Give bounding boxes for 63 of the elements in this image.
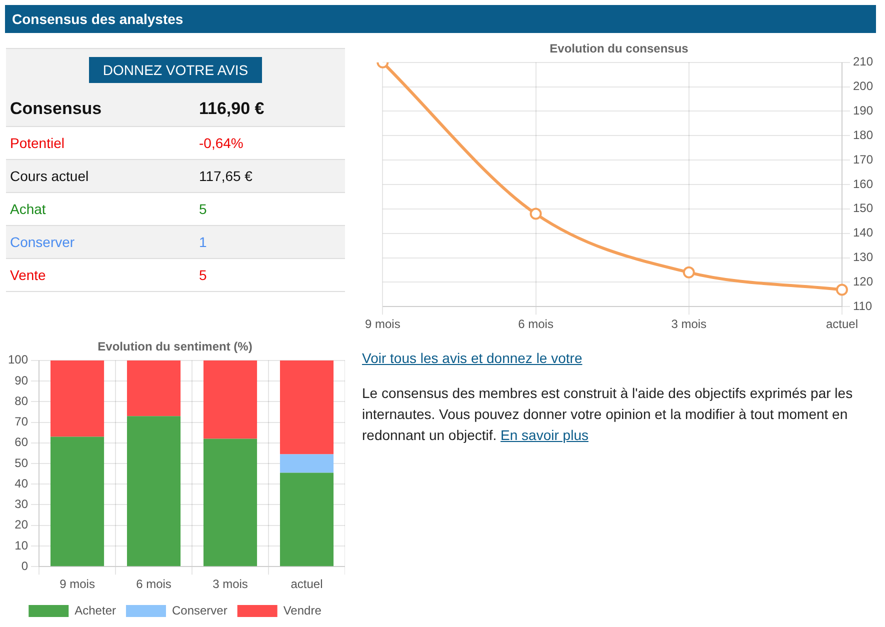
y-tick-label: 140 — [852, 226, 874, 240]
y-tick-label: 40 — [14, 476, 28, 490]
text: -0,64% — [199, 134, 244, 153]
y-tick-label: 80 — [14, 394, 28, 408]
y-tick-label: 70 — [14, 414, 28, 429]
text: Consensus — [10, 98, 103, 120]
text: Conserver — [10, 233, 76, 252]
y-tick-label: 210 — [852, 54, 874, 69]
text: 1 — [199, 233, 207, 252]
legend-label: Conserver — [172, 603, 228, 618]
text: 117,65 € — [199, 167, 252, 186]
chart-title: Evolution du sentiment (%) — [98, 340, 252, 354]
chart-title: Evolution du consensus — [550, 42, 689, 56]
text: En savoir plus — [500, 427, 588, 443]
y-tick-label: 170 — [852, 152, 874, 166]
y-tick-label: 120 — [852, 274, 874, 288]
y-tick-label: 110 — [852, 298, 872, 313]
text: Consensus des analystes — [5, 5, 876, 33]
y-tick-label: 180 — [852, 128, 874, 142]
bar — [280, 454, 334, 473]
x-tick-label: actuel — [290, 577, 323, 592]
y-tick-label: 90 — [14, 373, 28, 388]
bar — [203, 360, 258, 439]
text: 5 — [199, 266, 207, 285]
text: Cours actuel — [10, 167, 90, 186]
point — [836, 284, 848, 296]
y-tick-label: 200 — [852, 79, 874, 94]
x-tick-label: 3 mois — [212, 577, 248, 592]
text: DONNEZ VOTRE AVIS — [88, 57, 262, 83]
text: Voir tous les avis et donnez le votre — [362, 350, 582, 366]
bar — [50, 436, 104, 566]
x-tick-label: 6 mois — [518, 317, 554, 332]
y-tick-label: 30 — [14, 497, 28, 512]
y-tick-label: 130 — [852, 250, 874, 264]
y-tick-label: 150 — [852, 201, 874, 216]
bar — [203, 438, 258, 566]
x-tick-label: 6 mois — [136, 577, 172, 592]
bar — [280, 360, 334, 454]
y-tick-label: 0 — [21, 558, 28, 573]
legend-label: Acheter — [74, 603, 116, 618]
y-tick-label: 20 — [14, 518, 28, 532]
point — [682, 266, 695, 278]
bar — [126, 360, 181, 416]
text: Achat — [10, 200, 47, 219]
bar — [50, 360, 104, 437]
x-tick-label: actuel — [826, 317, 858, 332]
x-tick-label: 9 mois — [60, 577, 95, 592]
y-tick-label: 190 — [852, 104, 874, 118]
bar — [126, 416, 181, 566]
text: Potentiel — [10, 134, 66, 153]
x-tick-label: 3 mois — [671, 317, 707, 332]
x-tick-label: 9 mois — [365, 317, 400, 332]
y-tick-label: 100 — [8, 352, 28, 367]
bar — [280, 472, 334, 566]
y-tick-label: 60 — [14, 435, 28, 450]
text: Vente — [10, 266, 47, 285]
y-tick-label: 160 — [852, 176, 874, 191]
y-tick-label: 10 — [14, 538, 28, 552]
legend-label: Vendre — [283, 603, 322, 618]
text: 5 — [199, 200, 207, 219]
text: 116,90 € — [199, 98, 264, 120]
point — [530, 208, 542, 220]
y-tick-label: 50 — [14, 456, 28, 470]
